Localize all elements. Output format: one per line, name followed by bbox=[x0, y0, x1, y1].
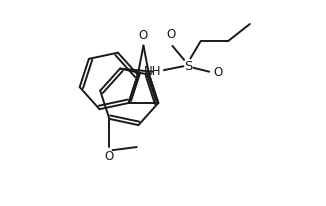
Text: O: O bbox=[166, 28, 175, 41]
Text: O: O bbox=[105, 150, 114, 163]
Text: S: S bbox=[184, 60, 192, 73]
Text: O: O bbox=[213, 66, 222, 79]
Text: O: O bbox=[139, 29, 148, 42]
Text: NH: NH bbox=[144, 65, 162, 78]
